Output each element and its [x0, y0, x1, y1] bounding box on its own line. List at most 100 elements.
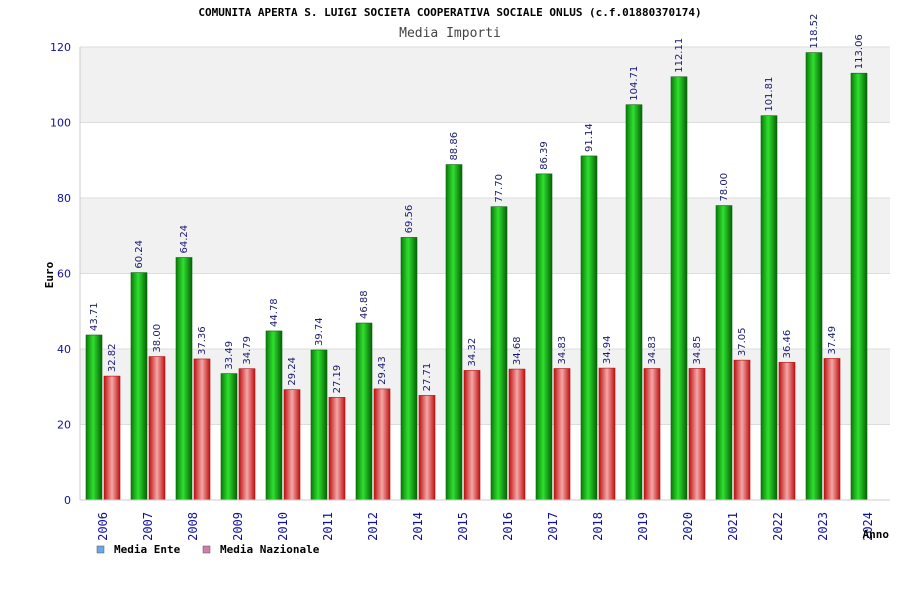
x-tick-label: 2015: [456, 512, 470, 541]
bar-media-ente: [175, 257, 193, 501]
data-label-media-nazionale: 34.94: [602, 335, 613, 364]
chart-subtitle: Media Importi: [399, 26, 501, 41]
data-label-media-nazionale: 27.71: [422, 363, 433, 392]
x-tick-label: 2007: [141, 512, 155, 541]
y-tick-label: 120: [50, 41, 71, 54]
data-label-media-ente: 46.88: [359, 290, 370, 319]
data-label-media-nazionale: 38.00: [152, 324, 163, 353]
data-label-media-ente: 104.71: [629, 66, 640, 101]
bar-media-nazionale: [328, 397, 346, 501]
data-label-media-ente: 77.70: [494, 174, 505, 203]
bar-media-ente: [805, 52, 823, 501]
data-label-media-nazionale: 29.43: [377, 356, 388, 385]
plot-background: [80, 47, 890, 500]
bar-media-nazionale: [733, 359, 751, 501]
bar-media-ente: [220, 373, 238, 501]
legend-label-media-ente: Media Ente: [114, 543, 181, 556]
bar-media-nazionale: [643, 368, 661, 501]
chart-title: COMUNITA APERTA S. LUIGI SOCIETA COOPERA…: [198, 6, 701, 19]
y-tick-label: 0: [64, 494, 71, 507]
data-label-media-nazionale: 34.83: [557, 336, 568, 365]
data-label-media-nazionale: 36.46: [782, 330, 793, 359]
data-label-media-ente: 39.74: [314, 317, 325, 346]
bar-media-nazionale: [238, 368, 256, 501]
data-label-media-nazionale: 32.82: [107, 343, 118, 372]
bar-media-nazionale: [508, 368, 526, 501]
bar-media-nazionale: [688, 368, 706, 501]
data-label-media-nazionale: 34.79: [242, 336, 253, 365]
bar-media-ente: [355, 322, 373, 501]
bar-media-ente: [265, 330, 283, 501]
x-axis-ticks: 2006 2007 2008 2009 2010 2011 2012 2014 2015 2016…: [96, 512, 875, 541]
x-tick-label: 2022: [771, 512, 785, 541]
plot-band: [80, 122, 890, 198]
plot-band: [80, 349, 890, 425]
bar-media-nazionale: [193, 358, 211, 501]
bar-media-nazionale: [103, 375, 121, 501]
bars: [85, 52, 868, 501]
bar-media-ente: [445, 164, 463, 501]
x-tick-label: 2010: [276, 512, 290, 541]
bar-media-ente: [535, 173, 553, 501]
plot-band: [80, 424, 890, 500]
bar-media-ente: [850, 72, 868, 501]
bar-media-ente: [490, 206, 508, 501]
data-label-media-ente: 44.78: [269, 298, 280, 327]
legend-label-media-nazionale: Media Nazionale: [220, 543, 320, 556]
legend: Media Ente Media Nazionale: [96, 543, 320, 556]
x-tick-label: 2019: [636, 512, 650, 541]
x-tick-label: 2020: [681, 512, 695, 541]
data-label-media-ente: 91.14: [584, 123, 595, 152]
bar-media-nazionale: [823, 358, 841, 501]
y-tick-label: 100: [50, 117, 71, 130]
bar-media-ente: [670, 76, 688, 501]
bar-media-nazionale: [418, 395, 436, 501]
data-label-media-nazionale: 37.49: [827, 326, 838, 355]
data-label-media-ente: 64.24: [179, 225, 190, 254]
data-label-media-ente: 69.56: [404, 205, 415, 234]
bar-media-ente: [85, 334, 103, 501]
legend-swatch-media-ente: [96, 545, 105, 554]
bar-media-ente: [760, 115, 778, 501]
y-tick-label: 20: [57, 419, 71, 432]
data-label-media-ente: 113.06: [854, 34, 865, 69]
data-label-media-ente: 118.52: [809, 14, 820, 49]
data-label-media-ente: 101.81: [764, 77, 775, 112]
data-label-media-nazionale: 34.85: [692, 336, 703, 365]
bar-media-nazionale: [778, 362, 796, 501]
data-label-media-ente: 60.24: [134, 240, 145, 269]
bar-media-nazionale: [283, 389, 301, 501]
bar-media-ente: [130, 272, 148, 501]
data-label-media-nazionale: 34.32: [467, 338, 478, 367]
y-tick-label: 80: [57, 192, 71, 205]
data-label-media-ente: 43.71: [89, 302, 100, 331]
plot-band: [80, 198, 890, 274]
data-label-media-nazionale: 34.68: [512, 336, 523, 365]
data-label-media-ente: 86.39: [539, 141, 550, 170]
data-label-media-ente: 88.86: [449, 132, 460, 161]
data-label-media-ente: 78.00: [719, 173, 730, 202]
x-tick-label: 2024: [861, 512, 875, 541]
data-label-media-nazionale: 29.24: [287, 357, 298, 386]
data-label-media-ente: 33.49: [224, 341, 235, 370]
x-tick-label: 2016: [501, 512, 515, 541]
y-tick-label: 40: [57, 343, 71, 356]
legend-swatch-media-nazionale: [202, 545, 211, 554]
data-labels: 43.71 32.82 60.24 38.00 64.24 37.36 33.49 34.79…: [89, 14, 865, 394]
data-label-media-nazionale: 27.19: [332, 365, 343, 394]
x-tick-label: 2017: [546, 512, 560, 541]
data-label-media-ente: 112.11: [674, 38, 685, 73]
data-label-media-nazionale: 34.83: [647, 336, 658, 365]
bar-media-ente: [580, 155, 598, 501]
x-tick-label: 2011: [321, 512, 335, 541]
x-axis-label: Anno: [863, 528, 890, 541]
bar-media-ente: [400, 237, 418, 501]
x-tick-label: 2014: [411, 512, 425, 541]
data-label-media-nazionale: 37.05: [737, 327, 748, 356]
bar-media-nazionale: [373, 388, 391, 501]
x-tick-label: 2008: [186, 512, 200, 541]
y-axis-ticks: 0 20 40 60 80 100 120: [50, 41, 71, 507]
bar-media-ente: [715, 205, 733, 501]
y-axis-label: Euro: [43, 261, 56, 288]
